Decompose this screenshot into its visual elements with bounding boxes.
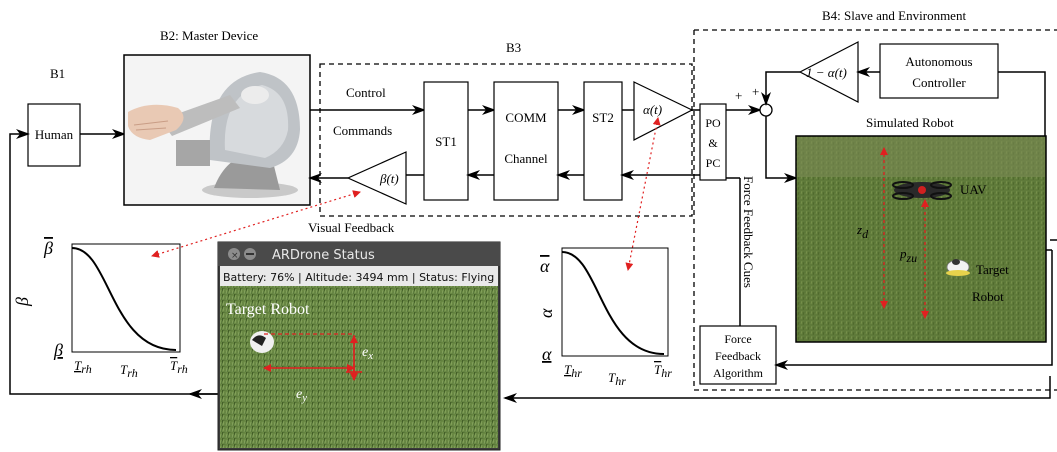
comm-label-1: COMM <box>505 110 547 125</box>
autonomous-label-2: Controller <box>912 75 966 90</box>
beta-plot-ymin: β <box>53 340 63 360</box>
simulated-robot-title: Simulated Robot <box>866 115 954 130</box>
ffa-label-2: Feedback <box>715 349 761 363</box>
commands-label: Commands <box>333 123 392 138</box>
force-feedback-cues-label: Force Feedback Cues <box>741 176 756 288</box>
b3-dashed-box <box>319 63 693 217</box>
alpha-gain-label: α(t) <box>643 102 662 117</box>
beta-plot-x-left: Trh <box>74 358 92 376</box>
b2-label: B2: Master Device <box>160 28 258 43</box>
autonomous-label-1: Autonomous <box>905 54 972 69</box>
beta-gain: β(t) <box>346 151 407 205</box>
ey-label: ey <box>296 387 307 404</box>
ardrone-status-line: Battery: 76% | Altitude: 3494 mm | Statu… <box>223 271 494 284</box>
zd-label: zd <box>856 222 869 241</box>
b1-label: B1 <box>50 66 65 81</box>
master-device-image <box>123 54 311 206</box>
alpha-plot-x-right: Thr <box>654 362 672 380</box>
beta-plot-ylabel: β <box>12 297 32 307</box>
pc-label: PC <box>706 156 721 170</box>
amp-label: & <box>708 136 718 150</box>
alpha-plot-ymax: α <box>540 256 550 276</box>
one-minus-alpha-label: 1 − α(t) <box>806 65 847 80</box>
human-block: Human <box>27 103 81 167</box>
pzu-label: pzu <box>899 246 917 265</box>
camera-target-robot-icon <box>250 331 274 353</box>
beta-plot-x-mid: Trh <box>120 362 138 380</box>
human-label: Human <box>35 127 74 142</box>
visual-feedback-label: Visual Feedback <box>308 220 395 235</box>
po-label: PO <box>705 116 721 130</box>
alpha-plot-x-left: Thr <box>564 362 582 380</box>
sim-target-label-2: Robot <box>972 289 1004 304</box>
autonomous-controller-block: Autonomous Controller <box>879 43 999 99</box>
ardrone-window-title: ARDrone Status <box>272 248 375 263</box>
alpha-plot-x-mid: Thr <box>608 370 626 388</box>
beta-plot-x-right: Trh <box>170 358 188 376</box>
b4-dashed-box <box>693 29 1057 391</box>
sim-target-label-1: Target <box>976 262 1009 277</box>
comm-channel-block: COMM Channel <box>493 81 559 201</box>
comm-label-2: Channel <box>504 151 548 166</box>
beta-link-dotted <box>151 190 361 258</box>
alpha-plot-ylabel: α <box>536 308 556 318</box>
po-pc-block: PO & PC <box>699 103 727 181</box>
alpha-plot: α α α Thr Thr Thr <box>536 247 672 388</box>
plus-sign-1: + <box>735 88 742 103</box>
control-label: Control <box>346 85 386 100</box>
summing-junction <box>759 103 773 117</box>
st1-label: ST1 <box>435 134 457 149</box>
sim-target-robot-icon <box>946 259 970 276</box>
b4-label: B4: Slave and Environment <box>822 8 966 23</box>
beta-plot: β β β Trh Trh Trh <box>12 238 188 380</box>
uav-label: UAV <box>960 182 987 197</box>
ardrone-status-window: × ARDrone Status Battery: 76% | Altitude… <box>217 241 501 451</box>
simulated-robot-view <box>795 135 1047 343</box>
st2-label: ST2 <box>592 110 614 125</box>
svg-text:×: × <box>231 251 239 261</box>
camera-target-robot-label: Target Robot <box>226 301 310 318</box>
st1-block: ST1 <box>423 81 469 201</box>
alpha-gain: α(t) <box>633 81 694 141</box>
uav-icon <box>892 181 952 200</box>
one-minus-alpha-gain: 1 − α(t) <box>798 41 859 103</box>
ex-label: ex <box>362 345 373 362</box>
b3-label: B3 <box>506 40 521 55</box>
ffa-label-3: Algorithm <box>713 366 764 380</box>
st2-block: ST2 <box>583 81 623 201</box>
beta-plot-ymax: β <box>43 238 53 258</box>
beta-gain-label: β(t) <box>379 171 399 186</box>
alpha-link-dotted <box>625 117 661 271</box>
ffa-label-1: Force <box>724 332 751 346</box>
plus-sign-2: + <box>752 84 759 99</box>
force-feedback-algorithm-block: Force Feedback Algorithm <box>699 325 777 385</box>
alpha-plot-ymin: α <box>542 344 552 364</box>
